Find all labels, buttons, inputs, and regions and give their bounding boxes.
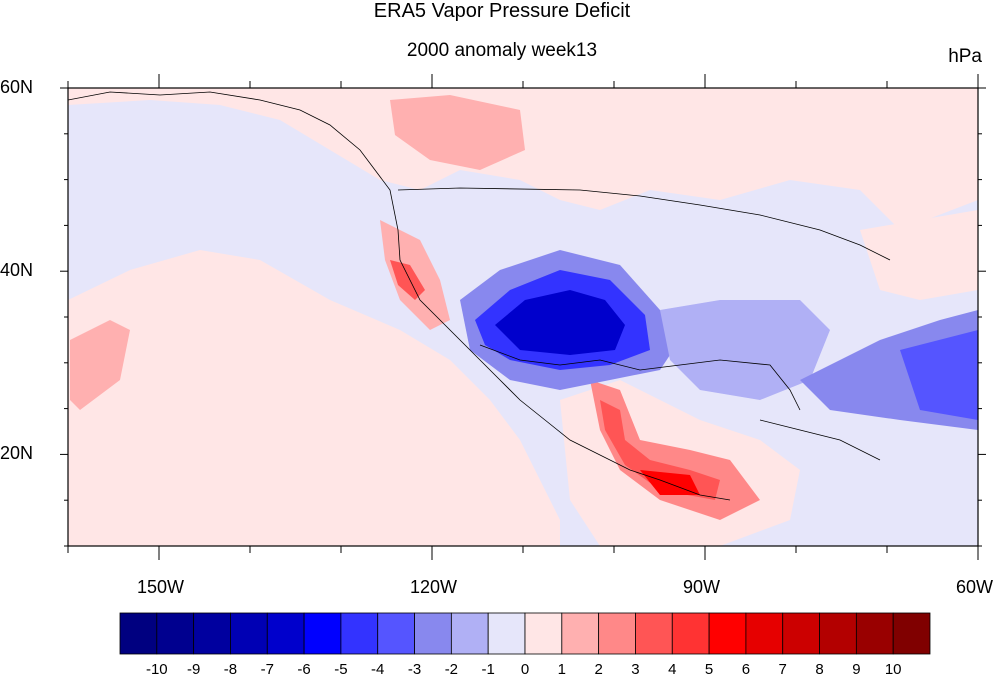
anomaly-region-neg-southeast xyxy=(660,300,830,400)
colorbar-swatch xyxy=(524,612,563,655)
coastlines xyxy=(68,91,891,501)
colorbar-swatch xyxy=(745,612,784,655)
axis-ticks xyxy=(60,74,986,560)
colorbar-swatch xyxy=(450,612,489,655)
colorbar-label: 10 xyxy=(884,661,902,678)
colorbar-swatch xyxy=(487,612,526,655)
colorbar-label: 8 xyxy=(815,661,824,678)
colorbar-label: -6 xyxy=(297,661,311,678)
colorbar-swatch xyxy=(414,612,452,655)
colorbar-swatch xyxy=(635,612,673,655)
colorbar-swatch xyxy=(598,612,636,655)
latitude-label: 40N xyxy=(0,260,34,281)
colorbar-swatch xyxy=(892,612,931,655)
latitude-label: 20N xyxy=(0,443,34,464)
anomaly-field xyxy=(68,88,978,546)
colorbar-label: -4 xyxy=(371,661,385,678)
chart-subtitle: 2000 anomaly week13 xyxy=(406,40,598,61)
colorbar-label: 4 xyxy=(668,661,677,678)
colorbar-swatch xyxy=(561,612,600,655)
colorbar-label: 1 xyxy=(557,661,566,678)
longitude-label: 90W xyxy=(683,577,721,597)
anomaly-region-neg-sw-core xyxy=(495,290,625,355)
colorbar-swatch xyxy=(377,612,415,655)
colorbar-label: -5 xyxy=(334,661,348,678)
colorbar-swatch xyxy=(119,612,158,655)
colorbar-label: -9 xyxy=(186,661,201,678)
anomaly-region-neg-atlantic-core xyxy=(900,330,978,420)
colorbar-label: 2 xyxy=(594,661,603,678)
longitude-label: 150W xyxy=(137,577,185,597)
colorbar-label: -8 xyxy=(223,661,238,678)
colorbar-label: 9 xyxy=(852,661,861,678)
colorbar-label: 7 xyxy=(778,661,787,678)
anomaly-region-pos-hawaii xyxy=(70,320,130,410)
colorbar-label: -7 xyxy=(260,661,274,678)
colorbar-swatch xyxy=(303,612,342,655)
colorbar-swatch xyxy=(230,612,268,655)
latitude-label: 60N xyxy=(0,77,34,97)
anomaly-region-pos-california-core xyxy=(390,260,425,300)
longitude-label: 60W xyxy=(956,577,994,597)
anomaly-region-pos-pacific xyxy=(68,250,560,546)
colorbar-label: 5 xyxy=(704,661,714,678)
colorbar-swatch xyxy=(819,612,857,655)
colorbar-label: -2 xyxy=(444,661,459,678)
chart-title: ERA5 Vapor Pressure Deficit xyxy=(373,0,631,22)
colorbar-swatch xyxy=(340,612,379,655)
colorbar-swatch xyxy=(671,612,710,655)
colorbar-label: -1 xyxy=(481,661,495,678)
colorbar-swatch xyxy=(156,612,195,655)
colorbar xyxy=(119,612,931,655)
colorbar-swatch xyxy=(266,612,305,655)
anomaly-region-pos-north xyxy=(68,88,978,230)
anomaly-region-pos-atlantic xyxy=(860,210,978,300)
colorbar-label: 6 xyxy=(741,661,751,678)
colorbar-label: -3 xyxy=(407,661,422,678)
colorbar-swatch xyxy=(708,612,747,655)
colorbar-swatch xyxy=(193,612,231,655)
anomaly-region-pos-ne-pacific xyxy=(390,95,525,170)
colorbar-label: 0 xyxy=(520,661,530,678)
colorbar-label: -10 xyxy=(145,661,168,678)
colorbar-swatch xyxy=(782,612,820,655)
colorbar-swatch xyxy=(855,612,894,655)
units-label: hPa xyxy=(948,46,982,67)
colorbar-label: 3 xyxy=(631,661,640,678)
longitude-label: 120W xyxy=(410,577,458,597)
anomaly-region-pos-yucatan xyxy=(640,470,700,495)
